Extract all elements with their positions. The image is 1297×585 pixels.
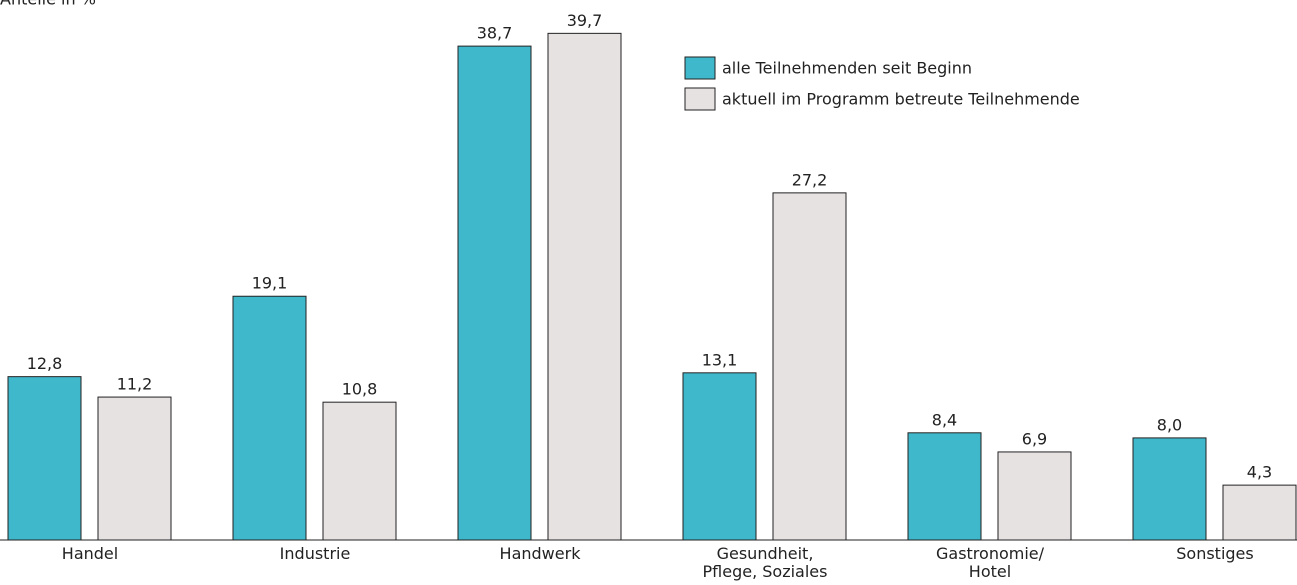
legend-label: alle Teilnehmenden seit Beginn — [722, 59, 972, 78]
bar — [682, 372, 757, 541]
x-tick-label: Sonstiges — [1176, 544, 1253, 563]
bar — [547, 32, 622, 541]
legend-label: aktuell im Programm betreute Teilnehmend… — [722, 90, 1080, 109]
data-label: 12,8 — [27, 354, 63, 373]
bar — [457, 45, 532, 541]
data-label: 10,8 — [342, 380, 378, 399]
data-label: 8,0 — [1157, 415, 1182, 434]
legend-swatch — [684, 56, 716, 80]
data-label: 27,2 — [792, 170, 828, 189]
bar — [322, 401, 397, 541]
data-label: 39,7 — [567, 11, 603, 30]
data-label: 8,4 — [932, 410, 957, 429]
data-label: 4,3 — [1247, 463, 1272, 482]
bar — [907, 432, 982, 541]
data-label: 6,9 — [1022, 429, 1047, 448]
bar — [997, 451, 1072, 541]
bar — [772, 192, 847, 541]
data-label: 38,7 — [477, 24, 513, 43]
bar — [97, 396, 172, 541]
x-tick-label: Handel — [62, 544, 118, 563]
bar — [1222, 484, 1297, 541]
bar — [232, 295, 307, 541]
bar — [1132, 437, 1207, 541]
data-label: 13,1 — [702, 350, 738, 369]
x-tick-label: Gastronomie/Hotel — [936, 544, 1045, 581]
x-tick-label: Industrie — [280, 544, 351, 563]
x-tick-label: Gesundheit, Pflege, Soziales — [703, 544, 828, 581]
data-label: 11,2 — [117, 375, 153, 394]
data-label: 19,1 — [252, 274, 288, 293]
legend-swatch — [684, 87, 716, 111]
y-axis-label: Anteile in % — [0, 0, 96, 9]
x-tick-label: Handwerk — [500, 544, 582, 563]
bar — [7, 376, 82, 541]
